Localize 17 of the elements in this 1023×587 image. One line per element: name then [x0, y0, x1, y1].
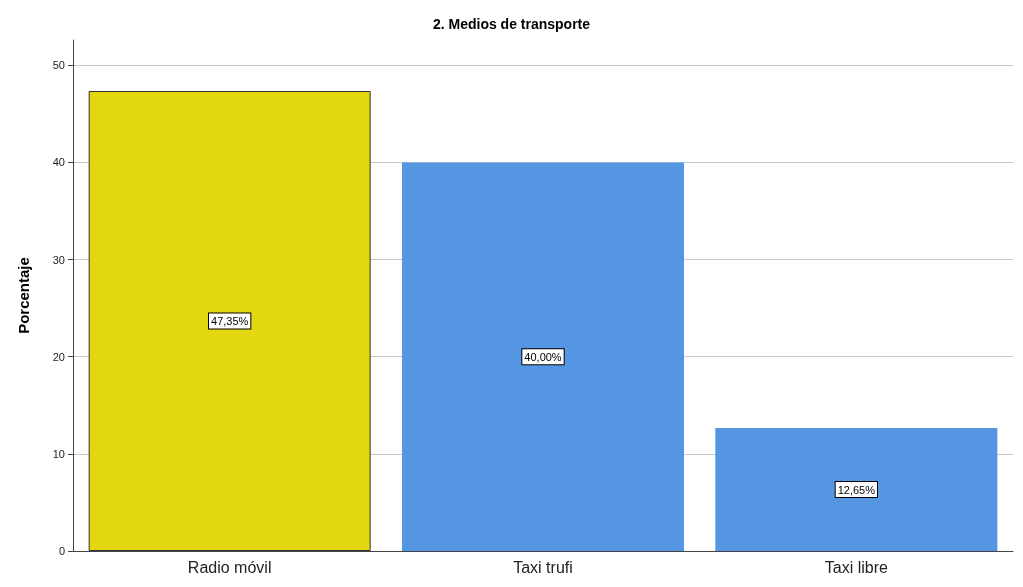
data-label: 40,00%	[524, 350, 562, 363]
y-tick-label: 10	[52, 447, 65, 460]
data-label: 12,65%	[837, 483, 876, 496]
y-tick-label: 0	[58, 545, 65, 557]
bar	[88, 91, 371, 551]
y-axis-title: Porcentaje	[15, 257, 32, 334]
y-tick-label: 50	[52, 59, 65, 72]
y-tick-label: 20	[52, 350, 65, 363]
y-tick-label: 40	[52, 156, 65, 169]
x-tick-label: Taxi trufi	[513, 558, 573, 576]
chart-title: 2. Medios de transporte	[432, 16, 591, 32]
bar	[402, 162, 684, 551]
x-tick-label: Taxi libre	[824, 558, 888, 576]
bar	[715, 428, 998, 551]
y-tick-label: 30	[52, 253, 65, 266]
x-tick-label: Radio móvil	[187, 558, 272, 576]
data-label: 47,35%	[211, 315, 249, 327]
